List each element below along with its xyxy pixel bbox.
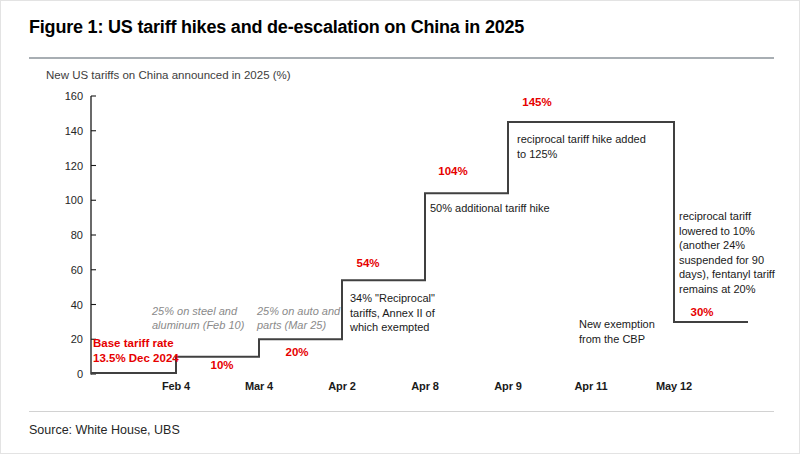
chart-area: New US tariffs on China announced in 202… (1, 61, 800, 401)
figure-title: Figure 1: US tariff hikes and de-escalat… (29, 17, 524, 38)
figure-container: Figure 1: US tariff hikes and de-escalat… (0, 0, 800, 454)
annotation-cbp-exemption: New exemption from the CBP (579, 317, 655, 346)
source-divider (29, 411, 774, 412)
annotation-reciprocal-34: 34% "Reciprocal" tariffs, Annex II of wh… (350, 291, 435, 335)
y-tick-label: 80 (51, 229, 83, 241)
y-tick-label: 40 (51, 299, 83, 311)
x-tick-label: May 12 (642, 380, 706, 392)
annotation-level-104: 104% (438, 164, 467, 179)
annotation-steel-aluminum: 25% on steel and aluminum (Feb 10) (152, 304, 244, 332)
annotation-lowered-to-10: reciprocal tariff lowered to 10% (anothe… (679, 209, 775, 296)
y-tick-label: 140 (51, 125, 83, 137)
x-tick-label: Mar 4 (227, 380, 291, 392)
annotation-level-10: 10% (210, 358, 233, 373)
annotation-additional-50: 50% additional tariff hike (430, 201, 550, 216)
source-text: Source: White House, UBS (29, 423, 180, 437)
y-tick-label: 60 (51, 264, 83, 276)
y-tick-label: 100 (51, 194, 83, 206)
annotation-base-rate: Base tariff rate 13.5% Dec 2024 (93, 336, 179, 366)
y-tick-label: 120 (51, 160, 83, 172)
chart-subtitle: New US tariffs on China announced in 202… (46, 69, 291, 81)
annotation-level-30: 30% (690, 305, 713, 320)
title-divider (29, 57, 774, 59)
annotation-level-20: 20% (285, 345, 308, 360)
y-tick-label: 20 (51, 333, 83, 345)
x-tick-label: Feb 4 (144, 380, 208, 392)
x-tick-label: Apr 2 (310, 380, 374, 392)
y-tick-label: 0 (51, 368, 83, 380)
annotation-hike-to-125: reciprocal tariff hike added to 125% (517, 132, 646, 161)
y-tick-label: 160 (51, 90, 83, 102)
x-tick-label: Apr 8 (393, 380, 457, 392)
annotation-level-145: 145% (522, 95, 551, 110)
annotation-level-54: 54% (356, 256, 379, 271)
x-tick-label: Apr 11 (559, 380, 623, 392)
x-tick-label: Apr 9 (476, 380, 540, 392)
annotation-auto-parts: 25% on auto and parts (Mar 25) (257, 304, 340, 332)
